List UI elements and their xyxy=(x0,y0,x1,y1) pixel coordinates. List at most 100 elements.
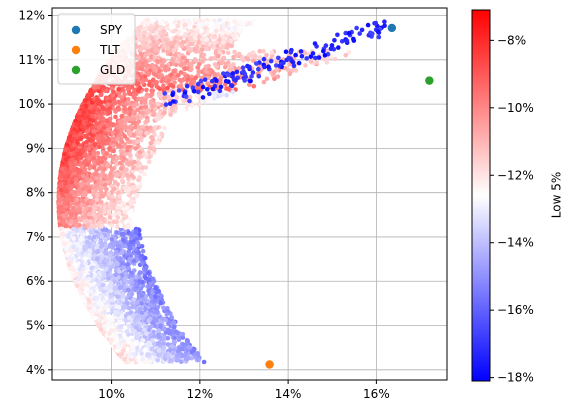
portfolio-point xyxy=(94,249,100,255)
portfolio-point xyxy=(115,224,120,229)
portfolio-point xyxy=(66,234,71,240)
portfolio-point xyxy=(58,187,64,193)
portfolio-point xyxy=(67,135,72,140)
portfolio-point xyxy=(101,305,107,311)
portfolio-point xyxy=(165,354,171,359)
portfolio-point xyxy=(71,162,76,167)
portfolio-point xyxy=(124,172,130,178)
portfolio-point xyxy=(79,202,85,208)
portfolio-point xyxy=(115,205,120,211)
portfolio-point xyxy=(138,46,144,52)
portfolio-point xyxy=(141,99,146,105)
portfolio-point xyxy=(78,135,84,141)
portfolio-point xyxy=(261,79,267,85)
portfolio-point xyxy=(143,347,148,352)
portfolio-point xyxy=(104,186,109,192)
portfolio-point xyxy=(161,345,167,350)
portfolio-point xyxy=(171,339,177,345)
portfolio-point xyxy=(220,59,225,65)
portfolio-point xyxy=(82,98,88,103)
portfolio-point xyxy=(239,55,245,61)
portfolio-point xyxy=(80,294,86,300)
portfolio-point xyxy=(208,56,213,62)
portfolio-point xyxy=(136,154,142,159)
portfolio-point xyxy=(134,102,140,107)
portfolio-point xyxy=(245,57,251,62)
portfolio-point xyxy=(172,39,177,44)
portfolio-point xyxy=(71,230,76,236)
portfolio-point xyxy=(85,222,91,228)
portfolio-point xyxy=(120,260,125,266)
portfolio-point xyxy=(76,110,82,115)
portfolio-point xyxy=(67,169,73,175)
portfolio-point xyxy=(146,359,152,365)
portfolio-point xyxy=(146,71,152,77)
portfolio-point xyxy=(92,307,97,313)
portfolio-point xyxy=(97,220,103,225)
portfolio-point xyxy=(64,142,70,147)
portfolio-point xyxy=(115,215,121,220)
portfolio-point xyxy=(138,129,144,134)
portfolio-point xyxy=(102,138,107,144)
portfolio-point xyxy=(224,93,229,98)
portfolio-point xyxy=(99,241,104,246)
portfolio-point xyxy=(232,18,237,24)
portfolio-point xyxy=(87,208,92,214)
portfolio-point xyxy=(190,103,195,109)
portfolio-point xyxy=(161,305,166,311)
portfolio-point xyxy=(220,40,226,45)
portfolio-point xyxy=(71,205,76,211)
portfolio-point xyxy=(250,50,256,55)
portfolio-point xyxy=(71,236,76,241)
portfolio-point xyxy=(154,83,159,89)
portfolio-point xyxy=(162,66,168,72)
portfolio-point xyxy=(90,108,96,114)
portfolio-point xyxy=(110,155,116,161)
portfolio-point xyxy=(119,155,124,161)
portfolio-point xyxy=(95,160,100,165)
portfolio-point xyxy=(122,107,128,112)
portfolio-point xyxy=(114,290,120,295)
portfolio-point xyxy=(158,20,163,26)
portfolio-point xyxy=(80,192,86,198)
portfolio-point xyxy=(116,199,122,205)
portfolio-point xyxy=(170,350,176,356)
portfolio-point xyxy=(142,59,147,64)
portfolio-point xyxy=(79,241,84,247)
portfolio-point xyxy=(100,292,105,298)
portfolio-point xyxy=(89,92,95,98)
portfolio-point xyxy=(126,193,132,198)
portfolio-point xyxy=(78,155,84,160)
portfolio-point xyxy=(99,244,104,249)
portfolio-point xyxy=(97,165,103,171)
portfolio-point xyxy=(150,88,156,93)
portfolio-point xyxy=(138,286,144,292)
portfolio-point xyxy=(123,209,128,214)
portfolio-point xyxy=(95,135,101,140)
portfolio-point xyxy=(135,81,141,86)
portfolio-point xyxy=(84,114,90,119)
portfolio-point xyxy=(192,24,197,30)
portfolio-point xyxy=(136,250,141,255)
portfolio-point xyxy=(145,298,151,304)
portfolio-point xyxy=(214,28,219,34)
portfolio-point xyxy=(112,179,118,185)
portfolio-point xyxy=(211,24,216,30)
portfolio-point xyxy=(60,232,65,237)
portfolio-point xyxy=(199,28,204,34)
portfolio-point xyxy=(247,82,252,87)
portfolio-point xyxy=(63,246,69,252)
portfolio-point xyxy=(203,64,209,70)
portfolio-point xyxy=(119,351,125,357)
portfolio-point xyxy=(139,310,145,316)
portfolio-point xyxy=(154,80,159,85)
portfolio-point xyxy=(129,300,135,306)
portfolio-point xyxy=(106,314,111,319)
portfolio-point xyxy=(156,55,161,60)
portfolio-point xyxy=(172,75,178,81)
portfolio-point xyxy=(75,129,80,134)
portfolio-point xyxy=(85,201,90,206)
portfolio-point xyxy=(173,35,179,40)
portfolio-point xyxy=(151,329,156,335)
